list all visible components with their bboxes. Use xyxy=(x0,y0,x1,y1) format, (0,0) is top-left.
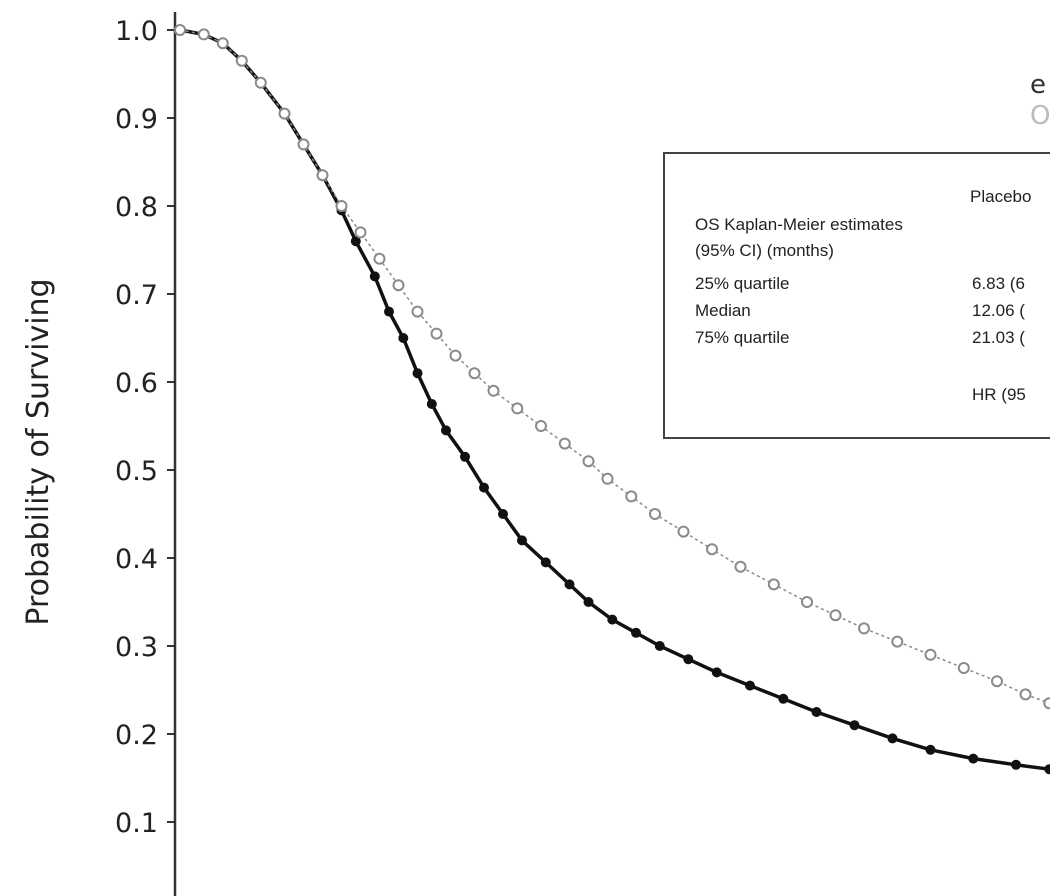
series-2-point xyxy=(278,107,291,120)
y-tick-label: 0.1 xyxy=(115,808,158,839)
series-1-point xyxy=(711,667,722,678)
table-row-value: 21.03 ( xyxy=(972,328,1025,347)
series-1-point xyxy=(426,399,437,409)
series-2-point xyxy=(734,560,747,573)
series-1-point xyxy=(683,654,694,665)
series-1-point xyxy=(460,451,470,462)
series-2-point xyxy=(535,420,547,432)
series-2-point xyxy=(991,675,1003,688)
series-1-point xyxy=(607,614,618,625)
series-2-point xyxy=(511,402,524,415)
series-2-point xyxy=(335,200,348,212)
series-2-point xyxy=(767,578,780,591)
series-1-point xyxy=(564,579,575,590)
series-2-point xyxy=(957,662,970,674)
series-2-point xyxy=(216,37,229,50)
series-2-point xyxy=(924,648,937,661)
y-tick-label: 0.8 xyxy=(115,192,158,223)
table-row-label: Median xyxy=(695,301,751,320)
series-1-point xyxy=(540,557,551,568)
chart-axes: 0.1 0.2 0.3 0.4 0.5 0.6 0.7 0.8 0.9 1.0 Probabilit… xyxy=(21,12,177,896)
series-1-point xyxy=(384,306,394,317)
series-1-point xyxy=(1044,764,1050,775)
series-1-point xyxy=(654,641,665,651)
y-axis-label: Probability of Surviving xyxy=(21,278,56,625)
series-1-point xyxy=(1011,759,1021,770)
series-2-point xyxy=(297,138,310,151)
y-tick-label: 0.5 xyxy=(115,456,158,487)
series-2-point xyxy=(354,226,367,239)
legend-entry-1: e xyxy=(1030,70,1046,100)
series-1-point xyxy=(811,707,822,717)
series-1-point xyxy=(887,733,898,744)
series-2-point xyxy=(449,349,462,362)
table-row-label: OS Kaplan-Meier estimates xyxy=(695,215,903,234)
y-tick-label: 0.9 xyxy=(115,104,158,135)
series-1-point xyxy=(631,627,641,638)
series-2-point xyxy=(801,596,813,608)
series-1-point xyxy=(517,535,527,546)
series-1-point xyxy=(441,425,451,436)
series-2-point xyxy=(411,305,424,318)
table-row-label: 25% quartile xyxy=(695,274,790,293)
y-tick-label: 0.3 xyxy=(115,632,158,663)
series-2-point xyxy=(373,252,386,265)
series-2-point xyxy=(235,54,248,67)
series-1-point xyxy=(925,744,936,755)
series-2-point xyxy=(649,508,661,520)
table-footer: HR (95 xyxy=(972,385,1026,404)
series-2-point xyxy=(706,543,718,556)
series-2-point xyxy=(601,472,614,485)
series-1-point xyxy=(350,236,361,247)
y-tick-label: 0.4 xyxy=(115,544,158,575)
series-2-point xyxy=(174,24,186,36)
table-row-value: 12.06 ( xyxy=(972,301,1025,320)
series-1-point xyxy=(398,333,409,343)
series-2-point xyxy=(625,490,638,503)
series-2-point xyxy=(858,622,870,635)
chart-annotations: eO Placebo OS Kaplan-Meier estimates (95% C… xyxy=(663,70,1050,439)
series-2-point xyxy=(487,384,500,397)
y-tick-label: 1.0 xyxy=(115,16,158,47)
series-1-point xyxy=(583,597,594,607)
y-tick-label: 0.2 xyxy=(115,720,158,751)
series-1-point xyxy=(778,693,789,704)
series-2-point xyxy=(677,525,690,538)
series-1-point xyxy=(479,482,489,493)
series-1-point xyxy=(968,753,979,764)
series-2-point xyxy=(392,279,405,292)
table-row-label: 75% quartile xyxy=(695,328,790,347)
series-2-point xyxy=(1043,697,1050,710)
series-2-point xyxy=(891,635,904,648)
series-2-point xyxy=(582,455,595,468)
chart-marks xyxy=(174,24,1050,775)
series-1-point xyxy=(498,509,508,519)
series-2-point xyxy=(430,327,443,340)
y-tick-label: 0.7 xyxy=(115,280,158,311)
annotation-table-box xyxy=(663,152,1050,439)
series-1-point xyxy=(369,271,380,282)
legend-entry-2: O xyxy=(1030,101,1050,131)
series-2-point xyxy=(197,28,210,41)
table-row-label: (95% CI) (months) xyxy=(695,241,834,260)
table-col-header: Placebo xyxy=(970,187,1031,206)
series-2-point xyxy=(558,437,571,450)
table-row-value: 6.83 (6 xyxy=(972,274,1025,293)
series-2-point xyxy=(829,609,842,622)
series-2-point xyxy=(468,367,481,380)
y-tick-label: 0.6 xyxy=(115,368,158,399)
series-1-point xyxy=(745,680,755,691)
series-2-point xyxy=(254,76,267,89)
series-1-point xyxy=(849,720,860,731)
series-2-point xyxy=(1019,688,1032,701)
series-2-point xyxy=(316,169,329,182)
series-1-point xyxy=(412,368,423,379)
